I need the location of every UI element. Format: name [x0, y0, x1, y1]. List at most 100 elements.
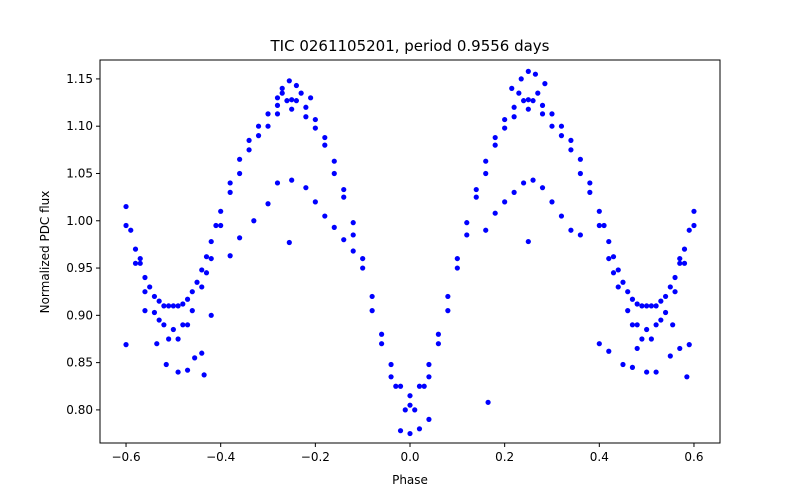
data-point	[667, 284, 673, 290]
data-point	[151, 309, 158, 316]
data-point	[265, 201, 271, 207]
data-point	[289, 97, 295, 103]
data-point	[542, 81, 548, 87]
data-point	[639, 336, 645, 342]
data-point	[648, 336, 654, 342]
data-point	[213, 222, 219, 229]
data-point	[163, 361, 169, 368]
data-point	[397, 383, 404, 389]
data-point	[128, 227, 134, 233]
data-point	[170, 326, 176, 333]
data-point	[691, 222, 697, 229]
data-point	[246, 137, 252, 143]
data-point	[303, 104, 309, 110]
data-point	[218, 222, 224, 229]
data-point	[577, 232, 583, 238]
data-point	[379, 331, 385, 337]
data-point	[539, 111, 546, 117]
data-point	[227, 253, 233, 259]
data-point	[341, 237, 347, 243]
data-point	[625, 308, 631, 314]
data-point	[156, 317, 162, 323]
data-point	[180, 301, 186, 307]
data-point	[435, 331, 441, 337]
data-point	[322, 213, 328, 219]
data-point	[175, 369, 181, 375]
data-point	[615, 284, 621, 290]
data-point	[166, 303, 172, 309]
data-point	[360, 265, 366, 271]
data-point	[464, 232, 470, 238]
data-point	[620, 279, 626, 285]
data-point	[341, 186, 347, 193]
data-point	[132, 260, 139, 266]
data-point	[677, 260, 683, 266]
data-point	[672, 274, 678, 281]
data-point	[208, 238, 214, 245]
data-point	[558, 133, 565, 139]
data-point	[681, 246, 688, 252]
data-point	[532, 71, 539, 77]
data-point	[662, 309, 669, 316]
data-point	[681, 260, 688, 266]
data-point	[610, 270, 617, 276]
data-point	[184, 367, 191, 373]
data-point	[293, 98, 300, 104]
data-point	[308, 95, 314, 101]
data-point	[596, 208, 602, 214]
data-point	[161, 322, 167, 328]
data-point	[539, 185, 546, 191]
data-point	[286, 239, 292, 246]
data-point	[194, 279, 200, 285]
y-tick-label: 0.80	[66, 403, 93, 417]
data-point	[539, 102, 546, 108]
data-point	[426, 361, 432, 368]
chart-title: TIC 0261105201, period 0.9556 days	[269, 37, 549, 55]
data-point	[192, 355, 198, 361]
data-point	[525, 106, 531, 112]
data-point	[445, 293, 451, 300]
data-point	[322, 142, 328, 148]
data-point	[350, 232, 356, 238]
data-point	[331, 170, 337, 177]
y-tick-label: 0.90	[66, 308, 93, 322]
data-point	[393, 383, 399, 389]
data-point	[137, 255, 143, 262]
data-point	[388, 374, 394, 380]
data-point	[686, 227, 692, 233]
data-point	[279, 90, 285, 96]
data-point	[620, 361, 626, 368]
data-point	[511, 114, 517, 120]
y-tick-label: 0.95	[66, 261, 93, 275]
data-point	[629, 364, 636, 370]
data-point	[189, 308, 195, 314]
data-point	[412, 407, 418, 413]
data-point	[483, 170, 489, 177]
data-point	[492, 142, 498, 148]
y-tick-label: 1.00	[66, 214, 93, 228]
data-point	[502, 199, 508, 205]
data-point	[516, 90, 522, 96]
data-point	[147, 284, 153, 290]
data-point	[658, 317, 664, 323]
data-point	[670, 322, 676, 328]
data-point	[525, 97, 531, 103]
data-point	[265, 111, 271, 117]
data-point	[634, 301, 640, 307]
data-point	[175, 336, 181, 342]
data-point	[274, 102, 281, 108]
data-point	[265, 123, 271, 129]
data-point	[596, 222, 602, 229]
data-point	[577, 156, 583, 162]
data-point	[322, 134, 328, 141]
data-point	[644, 326, 650, 333]
data-point	[154, 341, 160, 347]
data-point	[284, 98, 290, 104]
data-point	[483, 227, 489, 233]
data-point	[454, 265, 460, 271]
data-point	[407, 393, 413, 399]
data-point	[629, 322, 636, 328]
data-point	[170, 303, 176, 309]
data-point	[634, 322, 640, 328]
data-point	[639, 303, 645, 309]
